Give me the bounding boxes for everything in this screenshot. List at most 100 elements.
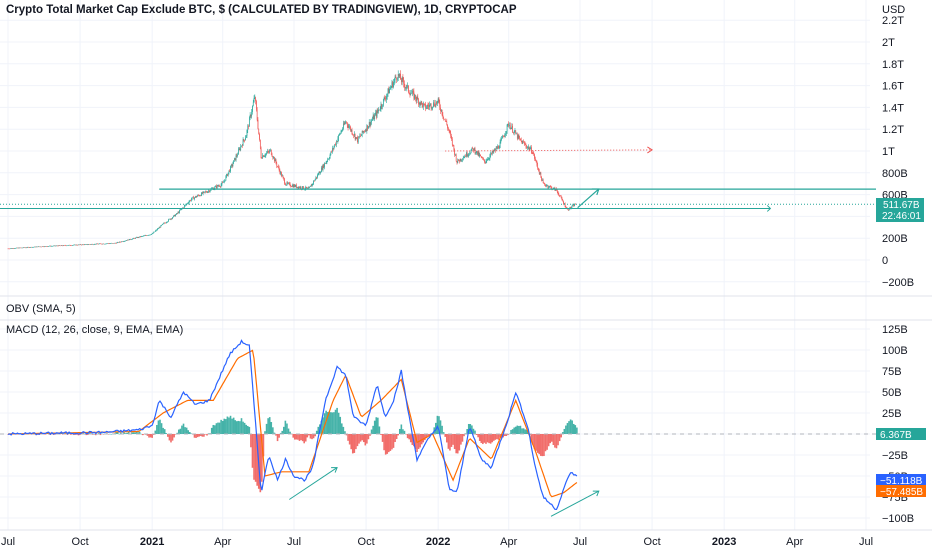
histogram-bar xyxy=(322,417,324,434)
candle xyxy=(346,121,347,123)
candle xyxy=(242,139,244,146)
candle xyxy=(408,85,409,92)
candle xyxy=(20,247,21,249)
candle xyxy=(195,196,197,198)
histogram-bar xyxy=(480,434,483,443)
histogram-bar xyxy=(442,432,445,434)
divergence-arrow[interactable] xyxy=(550,490,600,517)
histogram-bar xyxy=(533,434,536,450)
candle xyxy=(329,154,331,159)
candle xyxy=(130,239,132,241)
candles xyxy=(7,70,576,250)
histogram-bar xyxy=(425,434,428,439)
grid xyxy=(0,0,870,530)
candle xyxy=(383,97,385,100)
histogram-bar xyxy=(489,434,492,444)
candle xyxy=(548,187,550,188)
histogram-bar xyxy=(281,430,284,434)
candle xyxy=(296,184,297,188)
histogram-bar xyxy=(409,434,412,443)
candle xyxy=(564,203,566,207)
candle xyxy=(429,104,430,107)
candle xyxy=(139,236,140,238)
candle xyxy=(536,161,538,165)
candle xyxy=(332,148,333,152)
breakout-arrow[interactable] xyxy=(577,188,600,209)
histogram-bar xyxy=(333,412,335,434)
candle xyxy=(427,105,429,107)
histogram-bar xyxy=(245,424,248,434)
candle xyxy=(366,125,368,132)
candle xyxy=(467,155,469,157)
histogram-bar xyxy=(210,427,213,434)
candle xyxy=(64,245,65,246)
candle xyxy=(390,87,391,89)
histogram-bar xyxy=(190,433,193,435)
histogram-bar xyxy=(107,434,110,435)
candle xyxy=(466,152,468,156)
histogram-bar xyxy=(568,421,570,434)
candle xyxy=(127,239,129,241)
histogram-bar xyxy=(168,434,171,441)
candle xyxy=(286,182,288,185)
candle xyxy=(166,222,168,223)
candle xyxy=(241,145,243,147)
candle xyxy=(529,148,531,150)
histogram-bar xyxy=(452,434,454,445)
candle xyxy=(174,215,176,217)
candle xyxy=(209,190,211,192)
histogram-bar xyxy=(286,423,288,434)
candle xyxy=(261,157,263,159)
candle xyxy=(57,245,59,247)
price-tags: 511.67B 22:46:01 xyxy=(876,198,924,222)
candle xyxy=(567,209,569,211)
histogram-bar xyxy=(507,434,509,436)
histogram-bar xyxy=(278,434,280,438)
candle xyxy=(170,218,172,220)
histogram-bar xyxy=(93,433,95,435)
candle xyxy=(441,109,443,115)
candle xyxy=(207,191,209,193)
histogram-bar xyxy=(486,434,489,443)
candle xyxy=(239,148,241,151)
candle xyxy=(423,103,425,105)
candle xyxy=(465,155,466,157)
histogram-bar xyxy=(201,434,204,437)
candle xyxy=(482,157,484,160)
candle xyxy=(215,185,216,187)
candle xyxy=(444,118,445,120)
candle xyxy=(160,225,162,228)
candle xyxy=(183,205,185,208)
divergence-arrow[interactable] xyxy=(289,467,338,500)
candle xyxy=(368,126,369,129)
candle xyxy=(277,166,279,168)
histogram-bar xyxy=(221,420,224,434)
histogram-bar xyxy=(530,434,533,441)
candle xyxy=(300,186,302,189)
histogram-bar xyxy=(228,417,230,434)
candle xyxy=(320,172,321,174)
histogram-bar xyxy=(248,426,251,434)
candle xyxy=(516,133,518,139)
histogram-bar xyxy=(141,434,144,436)
histogram-bar xyxy=(334,409,337,434)
candle xyxy=(41,246,43,248)
histogram-bar xyxy=(436,415,439,434)
candle xyxy=(340,131,342,134)
candle xyxy=(74,244,75,246)
histogram-bar xyxy=(300,434,302,441)
candle xyxy=(205,191,207,193)
histogram-bar xyxy=(552,434,555,446)
candle xyxy=(339,133,341,135)
candle xyxy=(158,227,160,229)
candle xyxy=(39,246,41,248)
x-tick-label: Oct xyxy=(644,536,661,548)
candle xyxy=(45,246,46,247)
histogram-bar xyxy=(503,434,506,436)
candle xyxy=(321,167,323,170)
candle xyxy=(138,237,140,238)
candle xyxy=(309,186,311,188)
candle xyxy=(464,155,466,158)
candle xyxy=(89,244,91,245)
